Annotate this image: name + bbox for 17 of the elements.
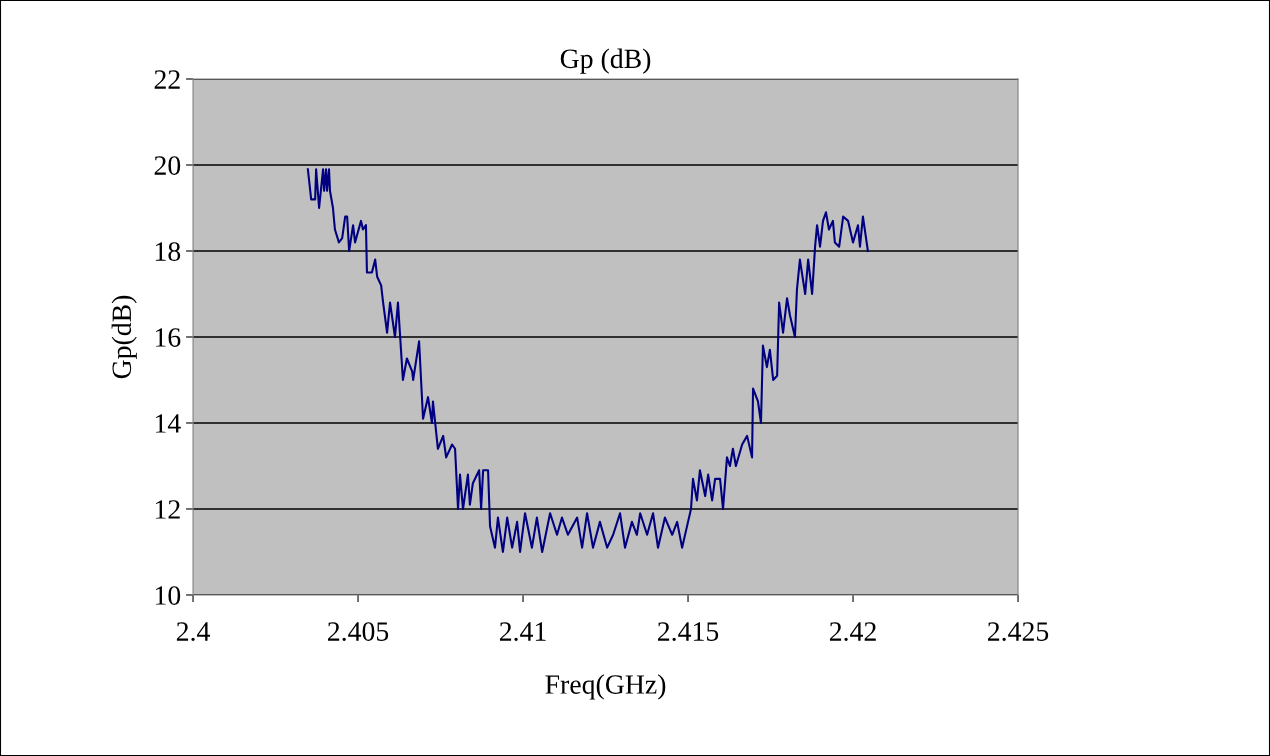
x-tick-label: 2.4 — [176, 622, 210, 642]
x-tick-label: 2.42 — [829, 622, 876, 642]
x-tick-label: 2.415 — [658, 622, 719, 642]
x-tick-label: 2.405 — [328, 622, 389, 642]
y-tick-label: 14 — [155, 414, 181, 433]
x-tick-label: 2.425 — [988, 622, 1049, 642]
line-series — [306, 168, 869, 554]
x-tick-label: 2.41 — [499, 622, 546, 642]
y-tick-label: 20 — [154, 156, 181, 175]
x-axis-title: Freq(GHz) — [545, 674, 666, 700]
y-tick-label: 16 — [155, 328, 181, 347]
y-axis-title: Gp(dB) — [111, 295, 137, 379]
y-tick-label: 22 — [154, 70, 180, 89]
y-tick-label: 18 — [155, 242, 181, 261]
chart-title: Gp (dB) — [560, 48, 651, 74]
y-tick-label: 10 — [155, 586, 181, 605]
y-tick-label: 12 — [155, 500, 180, 519]
